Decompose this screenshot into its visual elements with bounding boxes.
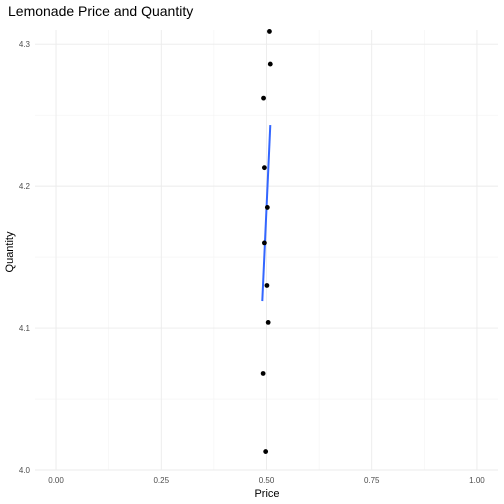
data-point <box>264 283 270 288</box>
trend-line <box>261 125 272 302</box>
x-tick-label: 0.50 <box>259 476 275 485</box>
y-tick-label: 4.1 <box>19 324 31 333</box>
data-point <box>260 371 266 376</box>
data-point <box>263 449 269 454</box>
data-point <box>261 240 267 246</box>
grid <box>35 30 498 471</box>
x-axis-title: Price <box>254 488 279 500</box>
points-layer <box>260 29 273 454</box>
y-axis-title: Quantity <box>4 231 16 272</box>
trend-line-layer <box>261 125 272 302</box>
x-axis-ticks: 0.00 0.25 0.50 0.75 1.00 <box>48 476 485 485</box>
y-axis-ticks: 4.0 4.1 4.2 4.3 <box>19 40 31 475</box>
data-point <box>265 319 271 325</box>
x-tick-label: 1.00 <box>469 476 485 485</box>
data-point <box>261 165 267 171</box>
data-point <box>264 205 270 210</box>
chart-title: Lemonade Price and Quantity <box>8 3 193 19</box>
y-tick-label: 4.0 <box>19 466 31 475</box>
y-tick-label: 4.3 <box>19 40 31 49</box>
y-tick-label: 4.2 <box>19 182 31 191</box>
x-tick-label: 0.75 <box>364 476 380 485</box>
x-tick-label: 0.25 <box>153 476 169 485</box>
data-point <box>267 61 273 67</box>
data-point <box>261 95 266 101</box>
data-point <box>267 29 272 34</box>
x-tick-label: 0.00 <box>48 476 64 485</box>
